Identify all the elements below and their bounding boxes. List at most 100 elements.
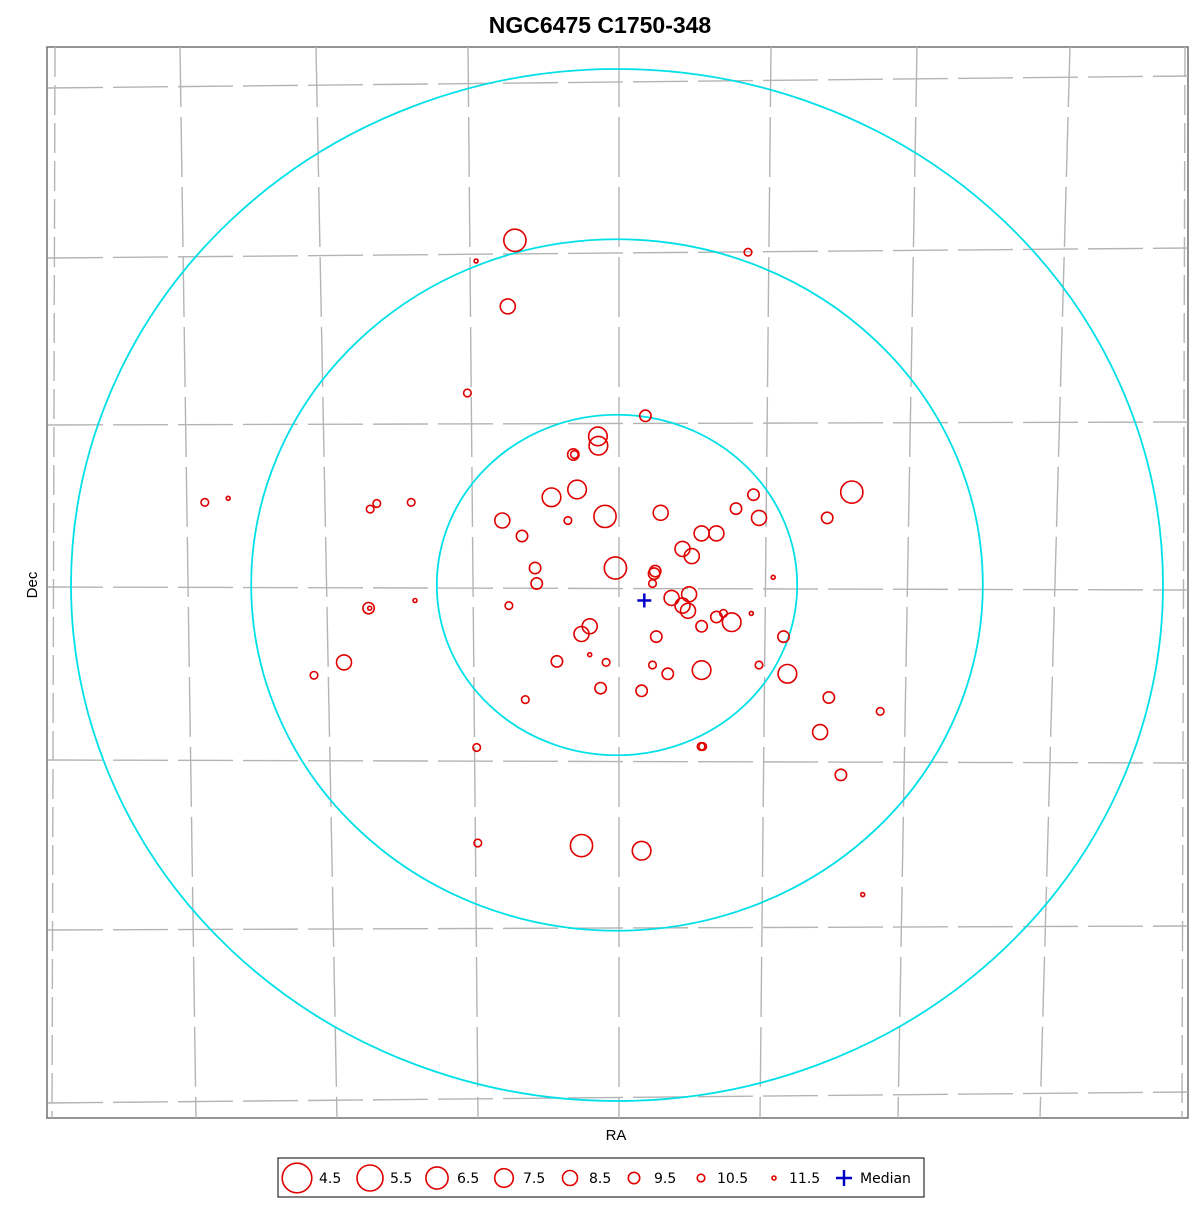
star-point (839, 480, 864, 505)
legend-label-median: Median (860, 1171, 911, 1187)
legend-items: 4.5 5.5 6.5 7.5 8.5 9.5 10.5 11.5 Median (281, 1162, 911, 1194)
star-point (652, 504, 670, 522)
star-point (541, 487, 562, 508)
star-point (473, 258, 479, 264)
star-point (493, 512, 511, 529)
star-point (335, 654, 353, 671)
radius-ring-3 (70, 68, 1164, 1102)
star-point (743, 247, 753, 257)
star-point (472, 742, 482, 753)
star-point (748, 610, 755, 617)
star-point (754, 660, 764, 670)
star-point (499, 298, 517, 315)
grid-line-ra-8 (1181, 46, 1186, 1119)
star-point (631, 840, 652, 861)
star-point (635, 684, 649, 698)
star-point (875, 706, 885, 717)
star-point (594, 681, 608, 695)
star-point (563, 515, 573, 526)
legend-label-7-5: 7.5 (523, 1171, 545, 1187)
star-point (811, 723, 829, 741)
star-point (746, 488, 760, 502)
star-point (859, 891, 866, 898)
grid-line-dec-1 (47, 247, 1189, 259)
median-marker (637, 593, 652, 608)
legend-symbol-5-5 (356, 1164, 384, 1192)
star-point (366, 605, 373, 612)
star-point (586, 651, 593, 658)
legend-box (277, 1157, 925, 1198)
star-point (603, 556, 628, 580)
star-point (822, 690, 836, 704)
star-markers (200, 228, 885, 898)
star-point (569, 833, 594, 858)
legend-label-5-5: 5.5 (390, 1171, 412, 1187)
radius-rings (70, 68, 1164, 1102)
star-point (647, 578, 658, 589)
legend-label-9-5: 9.5 (654, 1171, 676, 1187)
star-point (777, 663, 798, 684)
legend-label-4-5: 4.5 (319, 1171, 341, 1187)
star-point (709, 610, 723, 624)
star-point (573, 625, 590, 643)
star-point (663, 589, 680, 607)
star-point (309, 670, 319, 680)
grid-line-ra-5 (759, 46, 772, 1119)
star-point (708, 525, 725, 542)
y-axis-label: Dec (24, 571, 41, 598)
star-point (406, 497, 416, 508)
star-point (834, 768, 848, 782)
star-point (365, 504, 375, 514)
star-point (225, 495, 231, 502)
star-point (550, 654, 564, 668)
grid-line-dec-0 (47, 75, 1189, 89)
star-point (820, 511, 834, 525)
star-point (515, 529, 529, 543)
star-point (588, 435, 609, 456)
grid-line-dec-3 (47, 586, 1189, 591)
grid-line-dec-2 (47, 421, 1189, 426)
legend-symbol-10-5 (696, 1173, 706, 1183)
grid-line-ra-7 (1039, 46, 1071, 1119)
legend-label-8-5: 8.5 (589, 1171, 611, 1187)
star-point (473, 838, 483, 848)
radius-ring-2 (250, 238, 984, 932)
star-point (776, 630, 790, 644)
legend-symbol-11-5 (771, 1175, 777, 1181)
star-point (698, 741, 708, 752)
star-point (638, 409, 652, 423)
star-point (520, 694, 530, 705)
star-point (569, 449, 580, 460)
star-point (462, 388, 473, 398)
star-point (530, 576, 544, 590)
legend-symbol-9-5 (627, 1171, 641, 1185)
legend-symbol-8-5 (561, 1169, 579, 1187)
grid-line-dec-4 (47, 759, 1189, 764)
star-point (649, 630, 663, 644)
star-point (750, 509, 768, 527)
grid-line-dec-6 (47, 1091, 1189, 1104)
star-point (362, 601, 376, 615)
star-point (674, 597, 691, 614)
star-point (770, 574, 777, 581)
star-point (661, 667, 675, 681)
plot-area (46, 46, 1189, 1119)
star-point (503, 228, 527, 253)
star-point (372, 498, 382, 509)
star-point (647, 660, 658, 670)
legend: 4.5 5.5 6.5 7.5 8.5 9.5 10.5 11.5 Median (277, 1157, 925, 1198)
grid-line-ra-6 (897, 46, 918, 1119)
chart-title: NGC6475 C1750-348 (489, 12, 712, 38)
star-point (721, 612, 742, 633)
median-marker-group (637, 593, 652, 608)
coordinate-grid (47, 46, 1189, 1119)
star-point (593, 504, 617, 529)
radius-ring-1 (435, 413, 799, 757)
star-point (679, 602, 697, 620)
legend-median-symbol (836, 1170, 852, 1186)
star-point (695, 619, 709, 633)
star-point (528, 561, 542, 575)
legend-symbol-4-5 (281, 1162, 313, 1194)
plot-frame (46, 46, 1189, 1119)
